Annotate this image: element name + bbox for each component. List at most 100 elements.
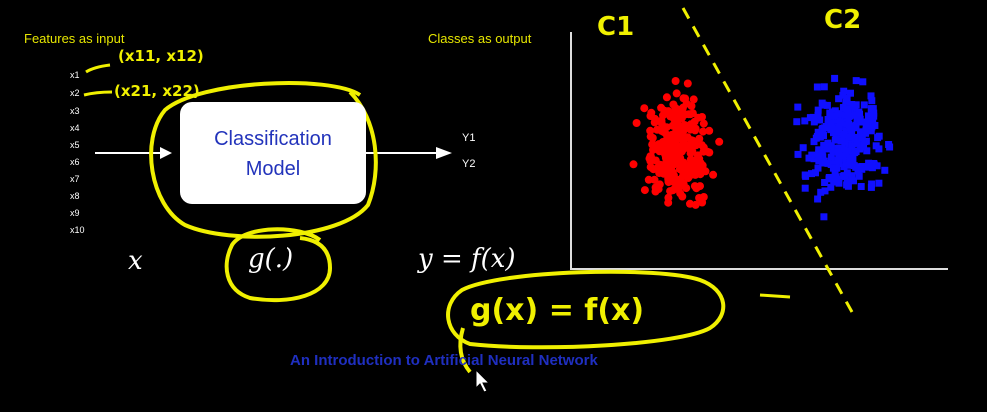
class2-points-point [820,213,828,221]
class2-points-point [818,148,826,155]
output-arrow-head [436,147,452,159]
class2-points-point [869,117,877,125]
class1-points-point [668,186,677,195]
class1-points-point [650,118,659,127]
class1-points-point [691,124,700,133]
class2-points-point [848,142,856,150]
class2-points-point [815,146,823,154]
class1-points-point [690,182,699,191]
class2-points-point [819,129,826,137]
features-input-label: Features as input [24,31,125,46]
class2-points-point [846,161,854,169]
class2-points-point [840,87,848,95]
class2-points-point [825,119,833,127]
class2-points-point [853,139,861,147]
class2-points-point [835,110,843,118]
feature-x3: x3 [70,106,80,116]
class1-points-point [650,175,659,184]
class2-points-point [814,195,822,203]
class2-points-point [833,175,841,183]
class2-points-point [840,131,848,139]
class1-points-point [653,125,662,134]
class2-points-point [875,132,883,140]
class2-points-point [812,169,819,177]
class2-points-point [810,118,818,126]
class2-points-point [837,137,845,145]
class1-points-point [715,137,724,146]
feature-x1: x1 [70,70,80,80]
handwriting-x2-tuple: (x21, x22) [114,82,200,100]
class2-points-point [801,117,809,125]
feature-x9: x9 [70,208,80,218]
class2-points-point [835,179,843,187]
feature-x6: x6 [70,157,80,167]
feature-x4: x4 [70,123,80,133]
class2-points-point [816,116,824,124]
class1-points-point [699,127,707,136]
class2-points-point [832,135,840,143]
class2-points-point [821,179,829,186]
class2-points-point [829,119,837,127]
class2-points-point [826,109,834,117]
feature-x10: x10 [70,225,85,235]
class2-points-point [829,164,837,172]
class1-points-point [664,193,673,202]
handwritten-dash [759,293,791,299]
equation-highlight-loop [446,269,726,350]
class1-points-point [664,139,673,148]
class2-points-point [847,124,854,131]
class2-points-point [815,157,823,165]
class2-points-point [815,152,823,160]
feature-x8: x8 [70,191,80,201]
class2-points-point [840,111,848,119]
class2-points-point [835,95,843,103]
class1-points-point [683,79,692,88]
class2-points-point [857,183,865,190]
class2-points-point [867,92,875,100]
class2-points-point [828,125,836,132]
class2-points-point [809,113,817,121]
model-highlight-loop [149,81,378,239]
class2-points-point [881,166,889,174]
class1-points-point [646,152,655,161]
classification-model-box: Classification Model [180,102,366,204]
classes-output-label: Classes as output [428,31,532,46]
class2-points-point [814,111,822,119]
class2-points-point [817,188,825,196]
class2-points-point [808,170,815,178]
class2-points-point [868,180,876,188]
class1-points-point [695,134,704,143]
class2-points-point [886,143,894,151]
class2-points-point [823,101,831,109]
class2-points-point [849,155,857,162]
class1-points-point [705,148,714,157]
class2-points-point [823,145,831,153]
class2-points-point [852,77,860,85]
class1-points-point [694,113,703,122]
class1-points-point [646,112,655,120]
class1-points-point [663,169,672,178]
class1-points-point [695,194,704,202]
class2-points-point [814,106,822,114]
class1-points-point [657,119,666,128]
class2-points-point [860,141,868,149]
class1-points-point [640,104,649,113]
class2-points-point [844,105,852,113]
class2-points-point [830,129,837,137]
class2-points-point [860,118,868,126]
class1-points-point [668,146,677,155]
class2-points-point [858,163,866,170]
class1-points-point [687,136,696,145]
class2-points-point [827,183,835,191]
class2-points-point [832,157,840,165]
class2-points-point [801,171,809,179]
class1-points-point [689,156,698,165]
class1-points-point [685,164,693,173]
x2-tick [83,90,113,97]
class2-points-point [841,138,849,146]
model-title-line2: Model [245,158,301,180]
class1-points-point [676,189,685,198]
class2-points-point [870,109,878,117]
output-y1: Y1 [462,132,476,144]
class1-points-point [709,170,718,179]
